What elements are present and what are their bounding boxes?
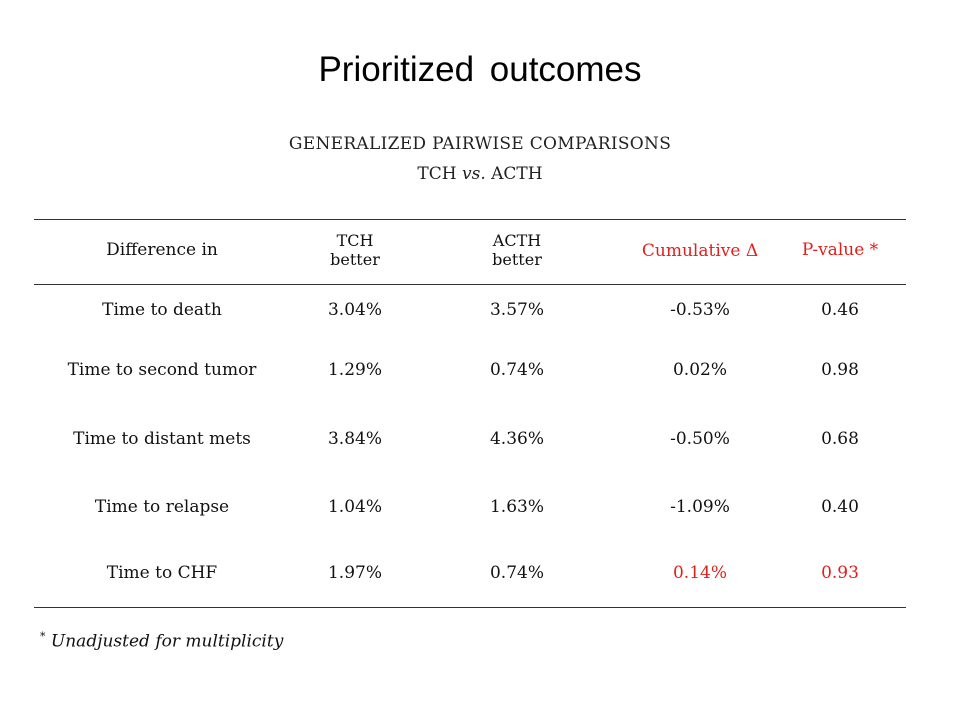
row-acth-value: 0.74% <box>489 360 544 380</box>
footnote: * Unadjusted for multiplicity <box>40 630 283 652</box>
comparison-arm-a: TCH <box>417 164 462 184</box>
footnote-text: Unadjusted for multiplicity <box>45 631 284 652</box>
row-p-value: 0.40 <box>821 497 859 517</box>
row-outcome-label: Time to death <box>102 300 222 320</box>
row-p-value: 0.98 <box>821 360 859 380</box>
row-p-value: 0.68 <box>821 429 859 449</box>
row-acth-value: 4.36% <box>489 429 544 449</box>
header-difference-in: Difference in <box>106 240 218 260</box>
table-bottom-rule <box>34 607 906 608</box>
row-acth-value: 3.57% <box>489 300 544 320</box>
comparison-arm-b: ACTH <box>485 164 543 184</box>
table-header-rule <box>34 284 906 285</box>
row-tch-value: 3.84% <box>327 429 382 449</box>
header-acth-line1: ACTH <box>492 231 542 250</box>
row-cumulative-value-highlight: 0.14% <box>672 563 727 583</box>
row-outcome-label: Time to distant mets <box>73 429 251 449</box>
row-cumulative-value: -1.09% <box>670 497 730 517</box>
row-cumulative-value: -0.50% <box>670 429 730 449</box>
comparison-label: TCH vs. ACTH <box>0 164 960 184</box>
row-p-value-highlight: 0.93 <box>821 563 859 583</box>
row-cumulative-value: 0.02% <box>672 360 727 380</box>
header-tch-line1: TCH <box>336 231 374 250</box>
row-p-value: 0.46 <box>821 300 859 320</box>
header-acth-better: ACTH better <box>462 231 572 269</box>
table-subtitle: GENERALIZED PAIRWISE COMPARISONS <box>288 134 672 154</box>
header-cumulative-delta: Cumulative Δ <box>641 241 759 261</box>
row-outcome-label: Time to CHF <box>106 563 218 583</box>
row-outcome-label: Time to second tumor <box>67 360 257 380</box>
table-top-rule <box>34 219 906 220</box>
header-p-value: P-value * <box>801 240 879 260</box>
footnote-mark: * <box>40 630 46 643</box>
header-acth-line2: better <box>492 250 542 269</box>
row-tch-value: 1.29% <box>327 360 382 380</box>
row-acth-value: 1.63% <box>489 497 544 517</box>
comparison-vs: vs. <box>461 164 486 184</box>
header-tch-better: TCH better <box>300 231 410 269</box>
header-tch-line2: better <box>330 250 380 269</box>
page-title: Prioritized outcomes <box>318 50 642 89</box>
row-acth-value: 0.74% <box>489 563 544 583</box>
row-tch-value: 1.04% <box>327 497 382 517</box>
row-tch-value: 3.04% <box>327 300 382 320</box>
row-cumulative-value: -0.53% <box>670 300 730 320</box>
row-outcome-label: Time to relapse <box>94 497 230 517</box>
row-tch-value: 1.97% <box>327 563 382 583</box>
